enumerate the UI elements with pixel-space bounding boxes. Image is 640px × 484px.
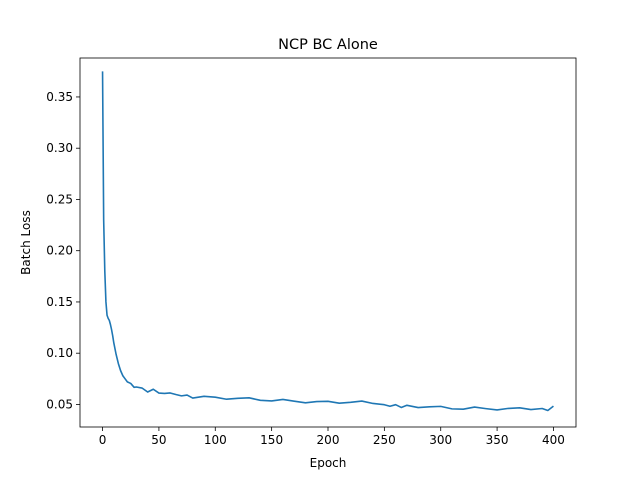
x-tick-label: 50 (151, 433, 166, 447)
series-lines (101, 71, 554, 412)
x-tick-label: 100 (204, 433, 227, 447)
y-axis: 0.05 0.10 0.15 0.20 0.25 0.30 0.35 (46, 90, 80, 411)
y-tick-label: 0.05 (46, 397, 73, 411)
x-tick-label: 0 (99, 433, 107, 447)
x-tick-label: 400 (542, 433, 565, 447)
y-tick-label: 0.25 (46, 192, 73, 206)
chart-title: NCP BC Alone (278, 37, 378, 53)
x-tick-label: 200 (317, 433, 340, 447)
x-tick-label: 300 (429, 433, 452, 447)
y-tick-label: 0.30 (46, 141, 73, 155)
y-tick-label: 0.35 (46, 90, 73, 104)
loss-series-line (101, 71, 554, 412)
x-axis-label: Epoch (310, 456, 347, 470)
x-tick-label: 250 (373, 433, 396, 447)
x-axis: 0 50 100 150 200 250 300 350 400 (99, 427, 565, 447)
x-tick-label: 350 (486, 433, 509, 447)
y-tick-label: 0.15 (46, 295, 73, 309)
x-tick-label: 150 (260, 433, 283, 447)
y-tick-label: 0.10 (46, 346, 73, 360)
y-axis-label: Batch Loss (19, 210, 33, 275)
y-tick-label: 0.20 (46, 244, 73, 258)
